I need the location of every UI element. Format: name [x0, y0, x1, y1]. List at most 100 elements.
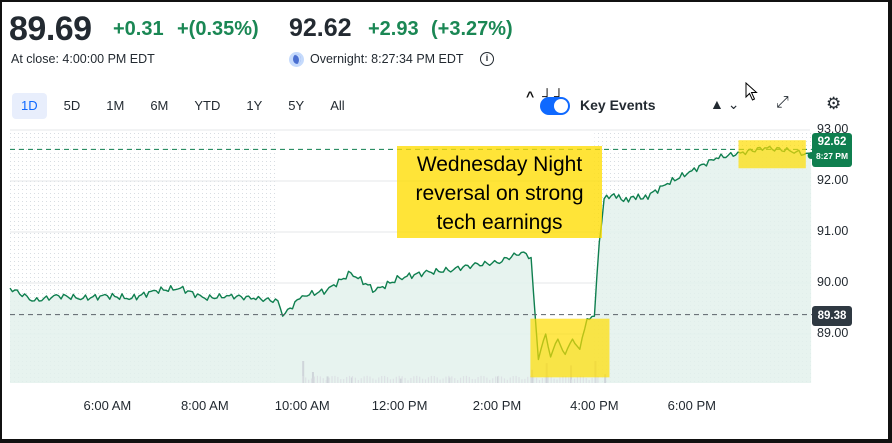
volume-bar	[556, 379, 558, 383]
volume-bar	[386, 377, 389, 383]
overnight-change-percent: (+3.27%)	[431, 18, 513, 40]
annotation-callout: Wednesday Night reversal on strong tech …	[397, 146, 602, 238]
range-tabs: 1D 5D 1M 6M YTD 1Y 5Y All	[12, 93, 362, 119]
volume-bar	[311, 372, 314, 383]
volume-bar	[378, 377, 380, 383]
settings-icon[interactable]: ⚙	[826, 94, 842, 113]
volume-bar	[436, 377, 438, 383]
volume-bar	[366, 375, 368, 383]
volume-bar	[503, 378, 506, 383]
range-tab-6m[interactable]: 6M	[150, 98, 169, 113]
volume-bar	[305, 377, 307, 383]
volume-bar	[571, 379, 573, 383]
volume-bar	[313, 376, 316, 383]
volume-bar	[337, 376, 339, 383]
volume-bar	[401, 376, 403, 383]
volume-bar	[372, 378, 374, 383]
x-tick-label: 6:00 PM	[667, 398, 717, 413]
volume-bar	[343, 379, 345, 383]
y-tick-label: 89.00	[817, 326, 849, 340]
range-tab-5y[interactable]: 5Y	[288, 98, 305, 113]
volume-bar	[515, 375, 517, 383]
volume-bar	[550, 376, 552, 383]
range-tab-all[interactable]: All	[330, 98, 345, 113]
overnight-timestamp: Overnight: 8:27:34 PM EDT	[310, 52, 464, 66]
previous-close-tag: 89.38	[812, 306, 852, 326]
range-tab-ytd[interactable]: YTD	[194, 98, 221, 113]
range-tab-5d[interactable]: 5D	[63, 98, 81, 113]
volume-bar	[474, 379, 476, 383]
volume-bar	[535, 377, 538, 383]
volume-bar	[468, 376, 470, 383]
volume-bar	[497, 375, 500, 383]
volume-bar	[524, 378, 526, 383]
volume-bar	[565, 375, 567, 383]
x-tick-label: 12:00 PM	[371, 398, 428, 413]
volume-bar	[419, 376, 421, 383]
volume-bar	[363, 376, 365, 383]
volume-bar	[533, 376, 535, 383]
x-tick-label: 2:00 PM	[472, 398, 522, 413]
volume-bar	[562, 375, 564, 383]
info-icon[interactable]: i	[480, 52, 494, 66]
current-price-tag-time: 8:27 PM	[815, 151, 849, 161]
volume-bar	[486, 377, 488, 383]
volume-bar	[559, 377, 561, 383]
volume-bar	[331, 376, 333, 383]
current-price-tag-value: 92.62	[817, 136, 847, 148]
overnight-price: 92.62	[289, 14, 352, 42]
volume-bar	[451, 376, 453, 383]
volume-bar	[302, 361, 305, 383]
range-tab-1m[interactable]: 1M	[106, 98, 125, 113]
volume-bar	[322, 378, 324, 383]
volume-bar	[422, 378, 424, 383]
volume-bar	[326, 376, 329, 383]
x-tick-label: 4:00 PM	[570, 398, 619, 413]
volume-bar	[448, 375, 450, 383]
volume-bar	[351, 376, 354, 383]
key-events-toggle[interactable]	[540, 97, 570, 115]
y-tick-label: 91.00	[817, 224, 849, 238]
volume-bar	[416, 375, 418, 383]
x-tick-label: 8:00 AM	[180, 398, 229, 413]
volume-bar	[465, 375, 468, 383]
key-events-label: Key Events	[580, 97, 656, 113]
chart-type-icon[interactable]: ▲ ⌄	[710, 96, 740, 112]
overnight-change: +2.93	[368, 18, 419, 40]
volume-bar	[319, 376, 321, 383]
volume-bar	[413, 376, 415, 383]
volume-bar	[459, 377, 462, 383]
annotation-line-3: tech earnings	[436, 211, 563, 234]
price-chart-svg	[9, 129, 815, 383]
range-tab-1d[interactable]: 1D	[12, 93, 47, 119]
price-change-percent: +(0.35%)	[177, 18, 259, 40]
volume-bar	[381, 376, 383, 383]
dip-highlight	[530, 318, 610, 378]
volume-bar	[471, 378, 473, 383]
expand-icon[interactable]: ⤢	[776, 94, 789, 111]
volume-bar	[588, 380, 590, 383]
volume-bar	[308, 379, 310, 383]
volume-bar	[506, 379, 508, 383]
volume-bar	[334, 375, 336, 383]
volume-bar	[392, 378, 394, 383]
volume-bar	[325, 379, 327, 383]
volume-bar	[541, 378, 544, 383]
volume-bar	[439, 379, 441, 383]
price-change: +0.31	[113, 18, 164, 40]
volume-bar	[445, 376, 447, 383]
close-timestamp: At close: 4:00:00 PM EDT	[11, 52, 155, 66]
volume-bar	[398, 375, 400, 383]
volume-bar	[495, 376, 497, 383]
volume-bar	[553, 378, 555, 383]
volume-bar	[509, 377, 511, 383]
volume-bar	[316, 375, 319, 383]
volume-bar	[395, 376, 397, 383]
volume-bar	[489, 379, 491, 383]
range-tab-1y[interactable]: 1Y	[246, 98, 263, 113]
volume-bar	[604, 374, 607, 383]
price-area-fill	[10, 146, 812, 383]
volume-bar	[544, 376, 546, 383]
price-chart[interactable]	[9, 125, 880, 395]
volume-bar	[483, 376, 485, 383]
